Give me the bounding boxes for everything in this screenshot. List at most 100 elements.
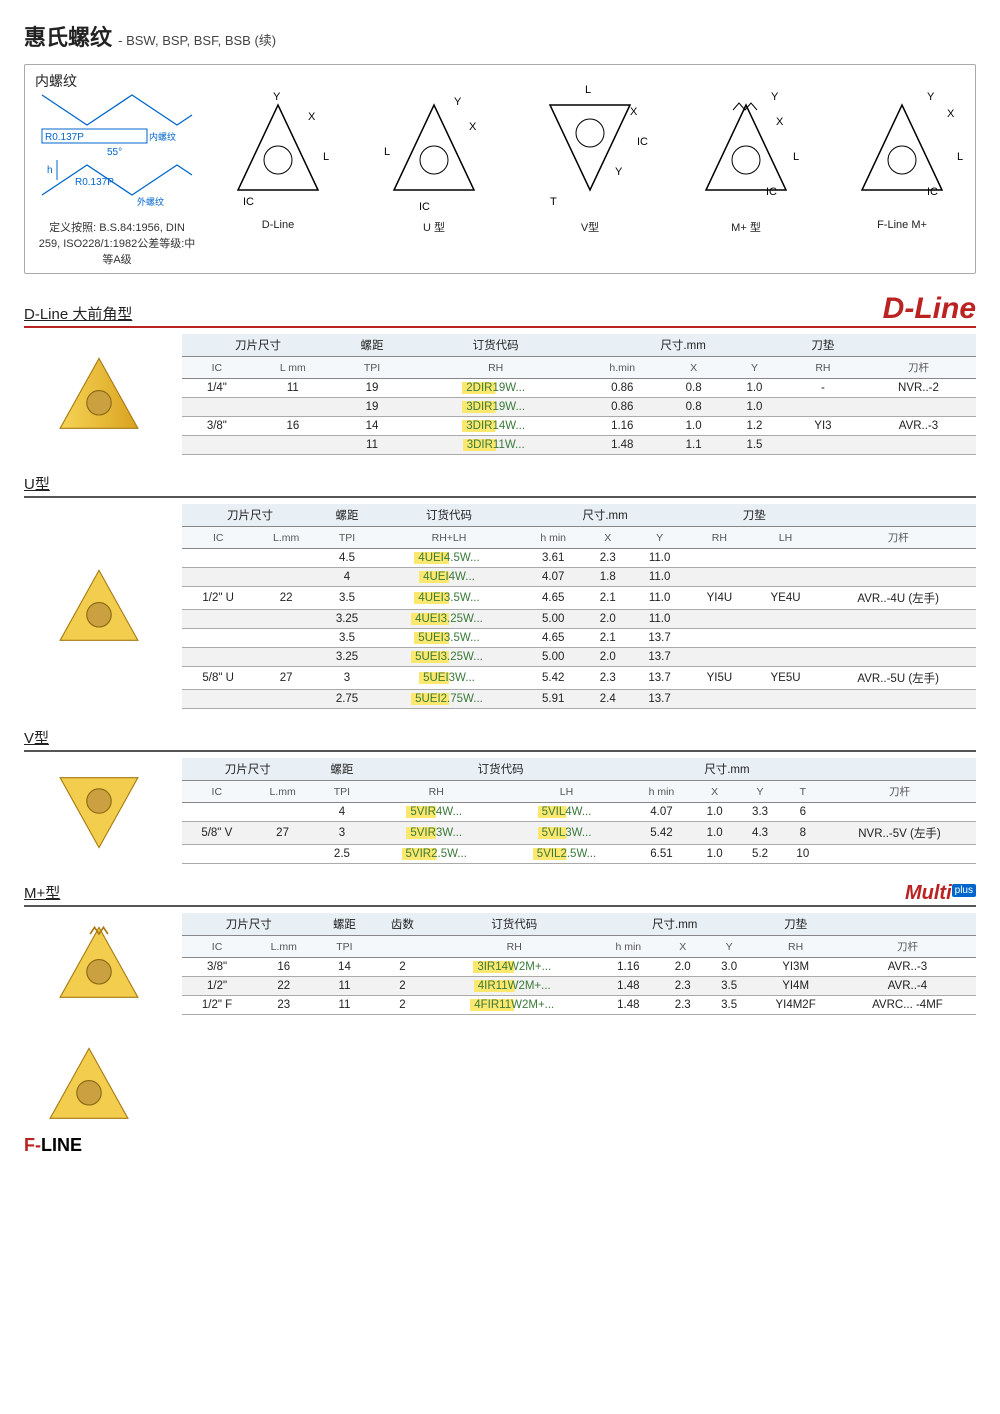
- table-cell: 1.16: [581, 417, 663, 436]
- table-cell: AVR..-5U (左手): [820, 667, 976, 690]
- table-cell: 2.0: [585, 648, 632, 667]
- table-cell: 4FIR11W2M+...: [431, 996, 597, 1015]
- table-cell: 1.48: [581, 436, 663, 455]
- table-cell: YE5U: [751, 667, 821, 690]
- svg-text:IC: IC: [243, 196, 254, 208]
- svg-text:T: T: [550, 196, 557, 208]
- table-cell: 2.3: [660, 996, 706, 1015]
- table-cell: [254, 549, 318, 568]
- table-cell: [820, 549, 976, 568]
- vtype-svg: LXICYT: [515, 75, 665, 215]
- table-cell: [252, 436, 334, 455]
- thread-profile-svg: R0.137P 内螺纹 55° R0.137P 外螺纹 h: [37, 75, 197, 215]
- table-row: 3.254UEI3.25W...5.002.011.0: [182, 610, 976, 629]
- table-cell: 3/8": [182, 417, 252, 436]
- diagram-box: 内螺纹 R0.137P 内螺纹 55° R0.137P 外螺纹 h 定义按照: …: [24, 64, 976, 274]
- table-cell: 1.2: [724, 417, 785, 436]
- table-cell: 3.5: [318, 629, 376, 648]
- svg-text:X: X: [469, 121, 477, 133]
- table-cell: 5.2: [737, 845, 782, 864]
- table-cell: [688, 690, 750, 709]
- table-cell: 2.5: [314, 845, 371, 864]
- table-cell: 1.0: [724, 379, 785, 398]
- table-cell: 1.16: [597, 958, 659, 977]
- table-row: 3.55UEI3.5W...4.652.113.7: [182, 629, 976, 648]
- mtype-svg: YXLIC: [671, 75, 821, 215]
- table-cell: [820, 690, 976, 709]
- svg-text:X: X: [947, 108, 955, 120]
- table-cell: 3IR14W2M+...: [431, 958, 597, 977]
- table-row: 193DIR19W...0.860.81.0: [182, 398, 976, 417]
- table-cell: 5VIL4W...: [502, 803, 631, 822]
- table-cell: 27: [252, 822, 314, 845]
- svg-text:IC: IC: [927, 186, 938, 198]
- table-cell: 3.5: [706, 977, 752, 996]
- table-cell: 3DIR11W...: [410, 436, 581, 455]
- mtype-table: 刀片尺寸螺距齿数订货代码尺寸.mm刀垫 ICL.mmTPIRHh minXYRH…: [182, 913, 976, 1015]
- table-cell: 1.5: [724, 436, 785, 455]
- table-cell: 4.5: [318, 549, 376, 568]
- svg-text:h: h: [47, 165, 53, 176]
- table-cell: 5VIL2.5W...: [502, 845, 631, 864]
- title-text: 惠氏螺纹: [24, 25, 112, 50]
- table-cell: 2: [373, 958, 431, 977]
- table-cell: 1.0: [724, 398, 785, 417]
- table-cell: YI4M2F: [752, 996, 839, 1015]
- table-cell: [182, 803, 252, 822]
- table-cell: 22: [254, 587, 318, 610]
- table-cell: 1.0: [692, 822, 737, 845]
- table-cell: 23: [252, 996, 315, 1015]
- table-cell: [252, 845, 314, 864]
- svg-text:55°: 55°: [107, 147, 122, 158]
- table-cell: 5.00: [522, 648, 585, 667]
- utype-thumb: [24, 504, 174, 709]
- svg-text:R0.137P: R0.137P: [75, 177, 114, 188]
- diag-label-1: U 型: [359, 219, 509, 235]
- table-cell: 16: [252, 958, 315, 977]
- page-title: 惠氏螺纹 - BSW, BSP, BSF, BSB (续): [24, 20, 976, 52]
- table-cell: 19: [334, 398, 410, 417]
- table-row: 1/2" F231124FIR11W2M+...1.482.33.5YI4M2F…: [182, 996, 976, 1015]
- table-cell: YI3M: [752, 958, 839, 977]
- vtype-section-head: V型: [24, 727, 976, 752]
- table-cell: 4UEI3.5W...: [376, 587, 522, 610]
- table-row: 4.54UEI4.5W...3.612.311.0: [182, 549, 976, 568]
- table-row: 3/8"16143DIR14W...1.161.01.2YI3AVR..-3: [182, 417, 976, 436]
- table-cell: [182, 549, 254, 568]
- table-cell: [182, 629, 254, 648]
- table-cell: 2: [373, 996, 431, 1015]
- svg-text:L: L: [585, 84, 591, 96]
- table-row: 1/2" U223.54UEI3.5W...4.652.111.0YI4UYE4…: [182, 587, 976, 610]
- table-cell: 1/2": [182, 977, 252, 996]
- svg-text:X: X: [308, 111, 316, 123]
- table-cell: [182, 436, 252, 455]
- mtype-heading: M+型: [24, 882, 60, 905]
- vtype-heading: V型: [24, 727, 49, 750]
- dline-brand: D-Line: [883, 292, 976, 326]
- table-cell: 3DIR19W...: [410, 398, 581, 417]
- table-cell: [182, 568, 254, 587]
- table-cell: 6.51: [631, 845, 692, 864]
- table-cell: 1.48: [597, 996, 659, 1015]
- table-cell: 11.0: [631, 549, 688, 568]
- table-cell: 3.5: [318, 587, 376, 610]
- dline-table: 刀片尺寸螺距订货代码尺寸.mm刀垫 ICL mmTPIRHh.minXYRH刀杆…: [182, 334, 976, 455]
- utype-svg: YXLIC: [359, 75, 509, 215]
- table-cell: 4IR11W2M+...: [431, 977, 597, 996]
- table-cell: 1.1: [663, 436, 724, 455]
- diag-label-4: F-Line M+: [827, 219, 977, 231]
- table-row: 3.255UEI3.25W...5.002.013.7: [182, 648, 976, 667]
- table-cell: 3.5: [706, 996, 752, 1015]
- svg-text:R0.137P: R0.137P: [45, 132, 84, 143]
- table-row: 44UEI4W...4.071.811.0: [182, 568, 976, 587]
- table-cell: 11.0: [631, 610, 688, 629]
- table-cell: 1.0: [663, 417, 724, 436]
- table-cell: 5.42: [631, 822, 692, 845]
- table-cell: 5VIL3W...: [502, 822, 631, 845]
- table-cell: 5UEI2.75W...: [376, 690, 522, 709]
- table-cell: 5.91: [522, 690, 585, 709]
- table-cell: 11.0: [631, 568, 688, 587]
- table-cell: 1.0: [692, 845, 737, 864]
- table-cell: 5UEI3.25W...: [376, 648, 522, 667]
- fline-logo: F-LINE: [24, 1135, 82, 1156]
